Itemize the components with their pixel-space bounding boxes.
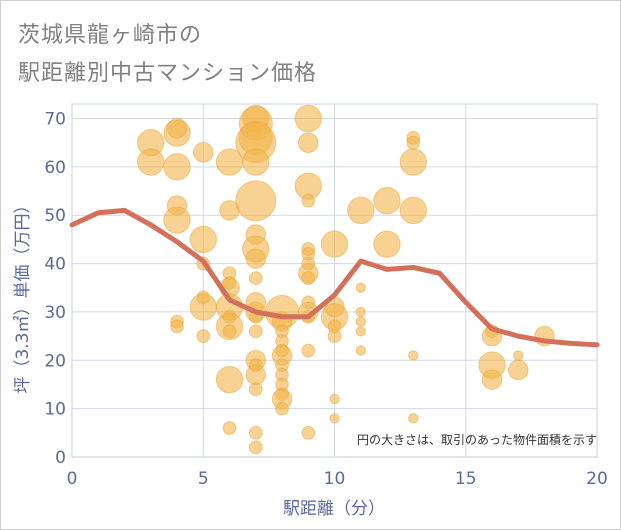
bubble-point — [245, 248, 267, 270]
y-tick-label: 0 — [55, 448, 66, 468]
bubble-point — [137, 148, 165, 176]
y-tick-label: 20 — [44, 351, 66, 371]
bubble-point — [399, 148, 427, 176]
bubble-point — [222, 324, 237, 339]
x-tick-label: 20 — [586, 469, 608, 489]
bubble-point — [222, 421, 237, 435]
bubble-point — [507, 359, 529, 381]
y-tick-label: 30 — [44, 303, 66, 323]
bubble-point — [242, 148, 270, 176]
x-tick-label: 0 — [67, 469, 78, 489]
bubble-point — [163, 206, 191, 234]
bubble-point — [248, 271, 263, 285]
bubble-point — [163, 153, 191, 181]
bubble-point — [275, 401, 289, 416]
bubble-point — [248, 324, 263, 339]
bubble-point — [373, 187, 401, 215]
bubble-point — [355, 282, 366, 293]
bubble-point — [513, 350, 524, 361]
bubble-point — [235, 180, 277, 222]
bubble-point — [248, 382, 263, 397]
bubble-point — [355, 306, 366, 318]
bubble-point — [189, 293, 217, 321]
trend-line-group — [69, 207, 600, 348]
bubble-point — [294, 104, 322, 133]
bubble-point — [196, 329, 211, 344]
bubble-point — [245, 364, 267, 386]
bubble-point — [373, 230, 401, 258]
trend-line — [69, 207, 600, 348]
bubble-point — [301, 343, 316, 358]
bubble-point — [301, 271, 316, 285]
bubble-point — [408, 350, 419, 361]
bubble-point — [166, 117, 188, 139]
y-tick-label: 10 — [44, 400, 66, 420]
y-tick-label: 40 — [44, 255, 66, 275]
x-axis-label: 駅距離（分） — [283, 499, 385, 519]
bubble-point — [408, 413, 419, 424]
bubble-point — [192, 142, 214, 163]
bubble-point — [329, 393, 340, 405]
bubble-point — [481, 369, 503, 390]
bubble-point — [329, 413, 340, 424]
bubble-point — [248, 425, 263, 440]
bubble-point — [406, 135, 421, 150]
bubble-point — [215, 365, 244, 394]
bubble-point — [355, 326, 366, 337]
bubble-point — [355, 345, 366, 356]
bubble-point — [301, 425, 316, 440]
chart-title-line2: 駅距離別中古マンション価格 — [18, 61, 318, 86]
bubble-point — [301, 193, 316, 208]
x-tick-label: 15 — [455, 469, 477, 489]
bubble-point — [399, 196, 427, 225]
y-tick-label: 50 — [44, 206, 66, 226]
bubble-point — [355, 316, 366, 327]
bubble-point — [347, 196, 375, 225]
bubble-point — [297, 132, 319, 153]
bubble-point — [170, 319, 184, 334]
y-tick-labels: 0 10 20 30 40 50 60 70 — [44, 110, 66, 468]
x-tick-labels: 0 5 10 15 20 — [67, 469, 608, 489]
grid-lines — [72, 104, 597, 457]
y-tick-label: 70 — [44, 110, 66, 130]
y-axis-label: 坪（3.3㎡）単価（万円） — [13, 196, 33, 393]
bubble-point — [320, 230, 349, 258]
bubble-point — [189, 225, 217, 254]
size-note: 円の大きさは、取引のあった物件面積を示す — [357, 432, 597, 447]
bubble-point — [327, 329, 342, 344]
y-tick-label: 60 — [44, 158, 66, 178]
x-tick-label: 10 — [324, 469, 346, 489]
chart-title-line1: 茨城県龍ヶ崎市の — [18, 23, 203, 48]
x-tick-label: 5 — [198, 469, 209, 489]
bubble-point — [248, 440, 263, 455]
